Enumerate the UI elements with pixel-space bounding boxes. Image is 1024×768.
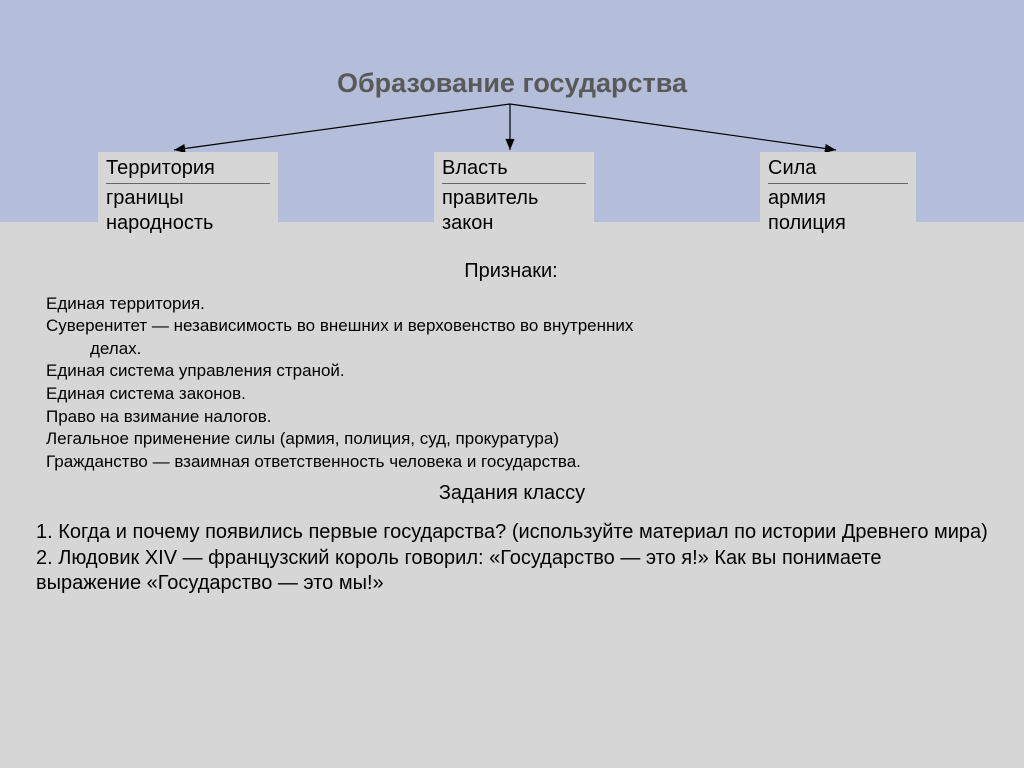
feature-line: Единая система законов. [46, 383, 976, 406]
concept-box-line: полиция [768, 211, 908, 236]
concept-box-power: Властьправительзакон [434, 152, 594, 242]
features-title: Признаки: [46, 258, 976, 285]
concept-box-header: Власть [442, 156, 586, 184]
concept-box-line: армия [768, 186, 908, 211]
concept-box-force: Силаармияполиция [760, 152, 916, 242]
concept-box-header: Сила [768, 156, 908, 184]
feature-line: делах. [46, 338, 976, 361]
task-item: 2. Людовик XIV — французский король гово… [36, 546, 991, 597]
feature-line: Единая территория. [46, 293, 976, 316]
page-title: Образование государства [0, 68, 1024, 99]
tasks-block: 1. Когда и почему появились первые госуд… [36, 520, 991, 597]
concept-box-line: закон [442, 211, 586, 236]
concept-box-line: границы [106, 186, 270, 211]
feature-line: Легальное применение силы (армия, полици… [46, 428, 976, 451]
feature-line: Гражданство — взаимная ответственность ч… [46, 451, 976, 474]
concept-box-line: правитель [442, 186, 586, 211]
tasks-title: Задания классу [0, 482, 1024, 505]
feature-line: Право на взимание налогов. [46, 406, 976, 429]
task-item: 1. Когда и почему появились первые госуд… [36, 520, 991, 546]
feature-line: Суверенитет — независимость во внешних и… [46, 315, 976, 338]
feature-line: Единая система управления страной. [46, 360, 976, 383]
concept-box-territory: Территорияграницынародность [98, 152, 278, 242]
concept-box-line: народность [106, 211, 270, 236]
diagram-arrows [0, 98, 1024, 158]
features-block: Признаки: Единая территория.Суверенитет … [46, 258, 976, 473]
concept-box-header: Территория [106, 156, 270, 184]
